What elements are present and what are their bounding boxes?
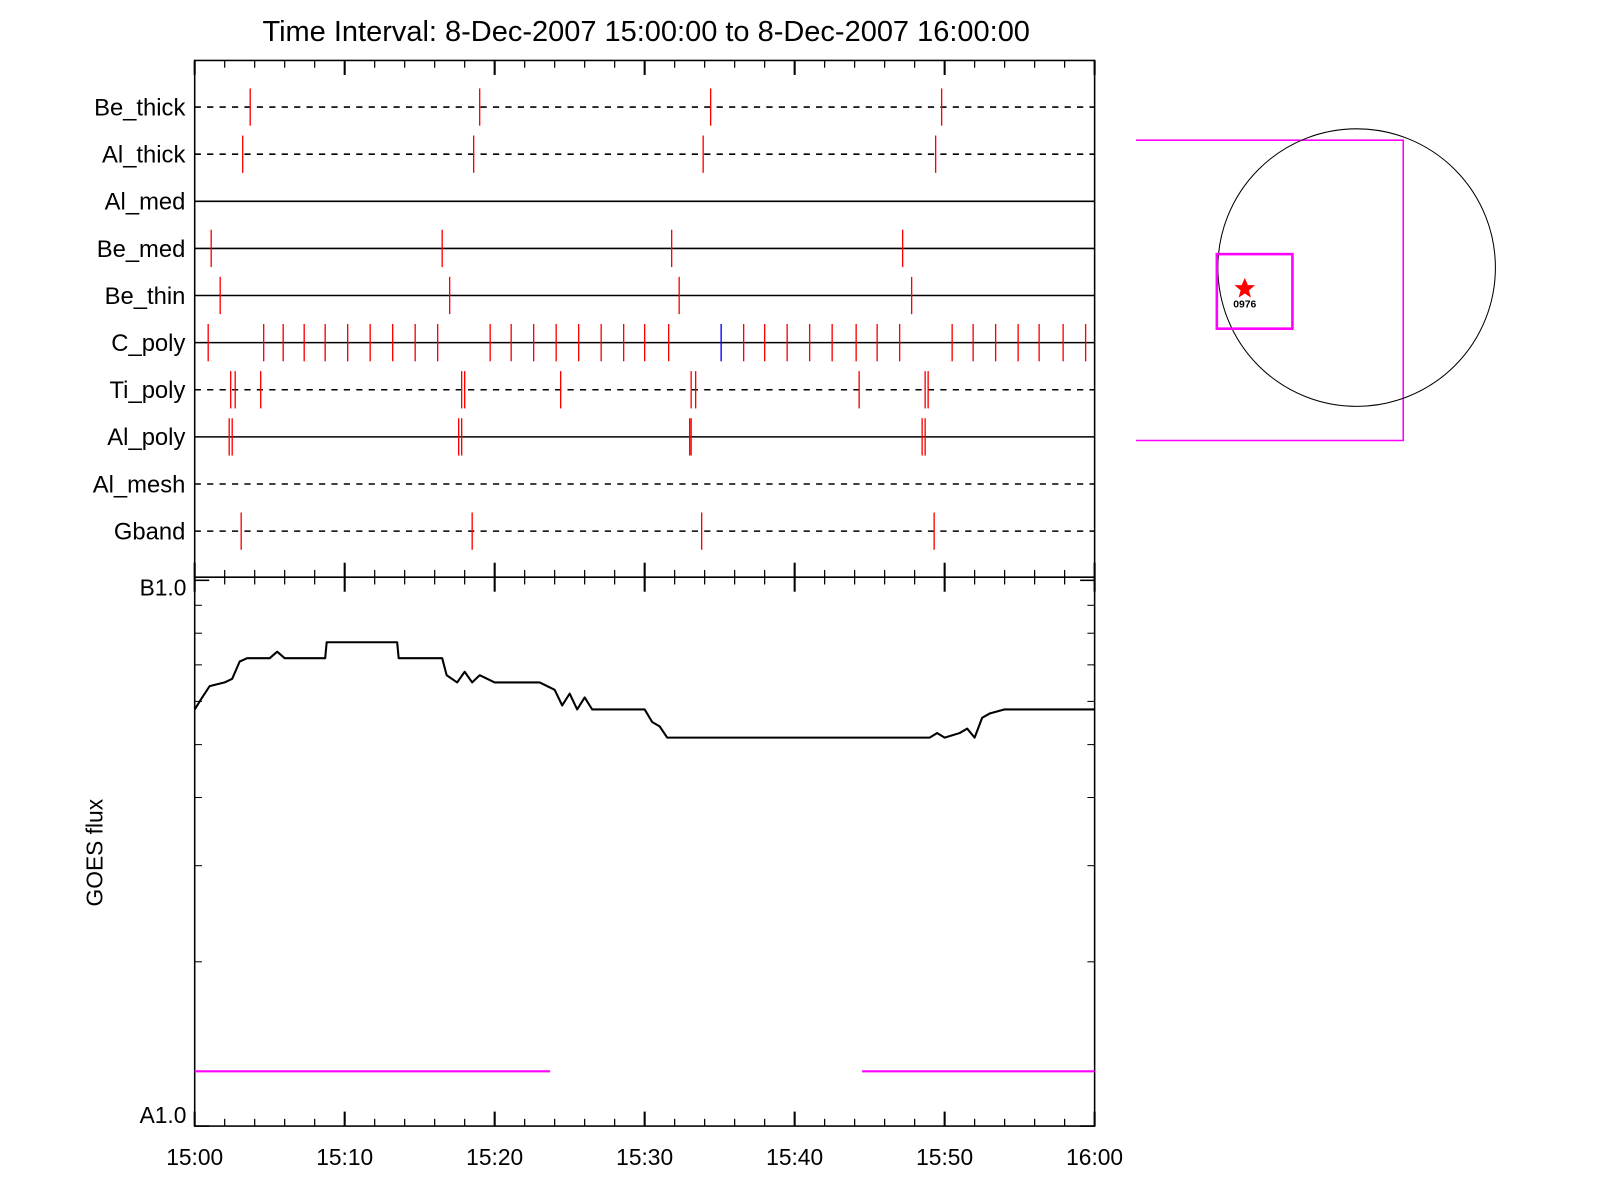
y-axis-label: GOES flux: [81, 798, 107, 906]
row-label: Al_thick: [102, 142, 185, 169]
row-label: Be_thick: [94, 94, 185, 121]
x-tick-label: 15:40: [766, 1144, 823, 1170]
chart-title: Time Interval: 8-Dec-2007 15:00:00 to 8-…: [262, 16, 1029, 48]
flux-line: [193, 641, 1095, 739]
inset-connector: [1136, 139, 1405, 442]
row-label: Gband: [114, 519, 185, 546]
y-tick-label: B1.0: [140, 575, 187, 601]
x-tick-label: 15:50: [916, 1144, 973, 1170]
row-label: Al_med: [105, 189, 186, 216]
inset-map: 0976: [1136, 128, 1496, 442]
row-label: Be_thin: [105, 283, 186, 310]
x-tick-label: 16:00: [1066, 1144, 1123, 1170]
flare-star: [1234, 277, 1256, 298]
flux-panel: 15:00 15:10 15:20 15:30 15:40 15:50 16:00 A1.0 B…: [140, 60, 1123, 1170]
row-label: Al_mesh: [93, 471, 186, 498]
row-label: Ti_poly: [110, 377, 186, 404]
timeline: Be_thick Al_thick Al_med Be_med Be_thin C_pol…: [93, 88, 1095, 550]
row-label: Be_med: [97, 236, 186, 263]
region-label: 0976: [1233, 300, 1256, 311]
x-tick-label: 15:20: [466, 1144, 523, 1170]
row-label: Al_poly: [107, 424, 185, 451]
x-tick-label: 15:30: [616, 1144, 673, 1170]
fov-box: [1215, 252, 1294, 330]
x-tick-label: 15:00: [166, 1144, 223, 1170]
y-tick-label: A1.0: [140, 1102, 187, 1128]
row-label: C_poly: [111, 330, 185, 357]
x-tick-label: 15:10: [316, 1144, 373, 1170]
